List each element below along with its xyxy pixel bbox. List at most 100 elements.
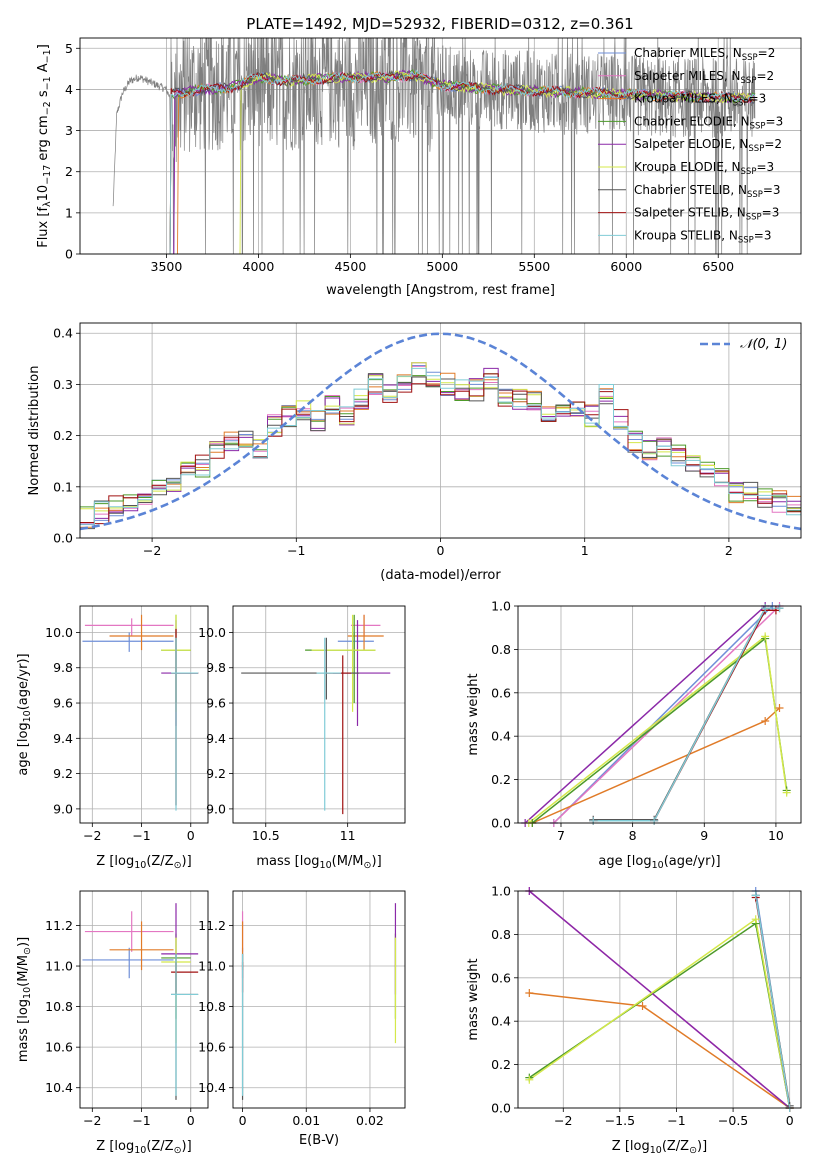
x-tick-label: 6000 — [610, 259, 642, 274]
label-part: (M/M — [16, 955, 31, 987]
errorbar-point — [241, 637, 360, 700]
label-part: Z [log — [96, 854, 134, 869]
errorbar-point — [305, 614, 376, 704]
errorbar-point — [171, 637, 199, 811]
y-tick-label: 0.3 — [53, 377, 73, 392]
label-part: 10 — [134, 860, 146, 871]
errorbar-point — [337, 632, 374, 652]
y-tick-label: 1.0 — [491, 599, 511, 614]
figure-title: PLATE=1492, MJD=52932, FIBERID=0312, z=0… — [246, 15, 633, 33]
weight-marker — [782, 788, 791, 797]
weight-line-kroupa-stelib — [754, 895, 791, 1108]
x-tick-label: 5500 — [518, 259, 550, 274]
y-tick-label: 9.8 — [53, 660, 73, 675]
legend-label: Salpeter ELODIE, NSSP=2 — [634, 137, 782, 154]
x-tick-label: −0.5 — [718, 1113, 748, 1128]
y-axis-label: age [log10(age/yr)] — [16, 653, 33, 775]
legend-label-tail: =2 — [764, 137, 782, 151]
weight-marker — [525, 988, 534, 997]
label-part: erg cm — [36, 115, 51, 164]
label-part: 10 — [320, 860, 332, 871]
x-tick-label: −2 — [83, 828, 101, 843]
y-axis-label: Flux [fλ10−17 erg cm−2 s−1 A−1] — [36, 44, 53, 248]
y-tick-label: 10.8 — [198, 999, 226, 1014]
plot-area — [528, 891, 791, 1108]
x-axis-label: (data-model)/error — [380, 568, 501, 583]
mass-weight-vs-metallicity-panel: −2 −1.5 −1 −0.5 0 0.0 0.2 0.4 0.6 0.8 1.0 Z [log10(… — [466, 884, 802, 1156]
y-tick-label: 11.2 — [198, 918, 226, 933]
label-part: ⊙ — [22, 947, 33, 955]
y-tick-label: 0.2 — [491, 772, 511, 787]
legend-label: Salpeter MILES, NSSP=2 — [634, 69, 774, 86]
x-axis-label: Z [log10(Z/Z⊙)] — [96, 1139, 191, 1156]
label-part: )] — [182, 1139, 192, 1154]
plot-area — [82, 614, 199, 811]
legend-label-text: Chabrier MILES, N — [634, 46, 742, 60]
age-vs-mass-panel: 10.5 11 9.0 9.2 9.4 9.6 9.8 10.0 mass [log10(M/M… — [198, 605, 406, 871]
weight-marker — [589, 816, 598, 825]
legend-label-text: Salpeter ELODIE, N — [634, 137, 748, 151]
legend-label-sub: SSP — [748, 144, 764, 154]
label-part: λ — [42, 201, 53, 207]
x-tick-label: −2 — [83, 1113, 101, 1128]
weight-line-chabrier-elodie — [531, 637, 788, 823]
label-part: −17 — [42, 165, 53, 185]
label-part: age [log — [16, 722, 31, 775]
label-part: (Z/Z — [146, 1139, 173, 1154]
y-tick-label: 2 — [65, 164, 73, 179]
axes-frame — [79, 37, 802, 255]
x-tick-label: 0 — [239, 1113, 247, 1128]
legend-label-tail: =3 — [762, 206, 780, 220]
errorbar-point — [171, 961, 199, 993]
label-part: s — [36, 90, 51, 101]
y-axis-label: mass weight — [466, 958, 481, 1040]
y-tick-label: 10.8 — [45, 999, 73, 1014]
errorbar-point — [84, 911, 174, 952]
x-tick-label: 0 — [187, 828, 195, 843]
gaussian-legend-label: 𝒩(0, 1) — [740, 337, 787, 352]
x-tick-label: 9 — [700, 828, 708, 843]
axes-frame — [232, 605, 406, 824]
errorbar-point — [326, 655, 351, 815]
x-axis-label: Z [log10(Z/Z⊙)] — [612, 1139, 707, 1156]
label-part: mass [log — [16, 999, 31, 1062]
errorbar-point — [109, 921, 174, 971]
y-tick-label: 4 — [65, 82, 73, 97]
errorbar-point — [161, 903, 199, 995]
errorbar-point — [171, 628, 199, 806]
legend-label-sub: SSP — [733, 99, 749, 109]
x-tick-label: 7 — [557, 828, 565, 843]
y-tick-label: 0.8 — [491, 642, 511, 657]
weight-marker — [638, 1002, 647, 1011]
plot-area — [241, 903, 397, 1100]
legend-label-tail: =2 — [756, 69, 774, 83]
label-part: ⊙ — [174, 1145, 182, 1156]
weight-marker — [525, 1075, 534, 1084]
legend-label-text: Chabrier ELODIE, N — [634, 114, 750, 128]
legend-label-sub: SSP — [747, 190, 763, 200]
y-tick-label: 9.2 — [206, 766, 226, 781]
label-part: (M/M — [332, 854, 364, 869]
legend-label-sub: SSP — [741, 76, 757, 86]
weight-line-chabrier-miles — [553, 606, 773, 823]
y-tick-label: 9.0 — [53, 801, 73, 816]
x-axis-label: wavelength [Angstrom, rest frame] — [326, 283, 555, 298]
weight-line-salpeter-elodie — [528, 891, 791, 1108]
y-axis-label: Normed distribution — [27, 366, 42, 496]
legend-label: Chabrier ELODIE, NSSP=3 — [634, 114, 783, 131]
age-vs-metallicity-panel: −2 −1 09.09.29.49.69.810.0Z [log10(Z/Z⊙)]a… — [16, 605, 209, 871]
y-tick-label: 0.2 — [53, 428, 73, 443]
y-tick-label: 10.4 — [198, 1080, 226, 1095]
observed-spectrum — [112, 38, 756, 254]
axes-frame — [79, 890, 209, 1109]
label-part: ⊙ — [364, 860, 372, 871]
label-part: −1 — [42, 49, 53, 63]
weight-line-kroupa-elodie — [528, 917, 791, 1108]
y-tick-label: 9.2 — [53, 766, 73, 781]
legend-label-sub: SSP — [738, 235, 754, 245]
y-tick-label: 0.6 — [491, 970, 511, 985]
x-tick-label: −2 — [143, 543, 161, 558]
weight-marker — [751, 915, 760, 924]
weight-marker — [761, 717, 770, 726]
